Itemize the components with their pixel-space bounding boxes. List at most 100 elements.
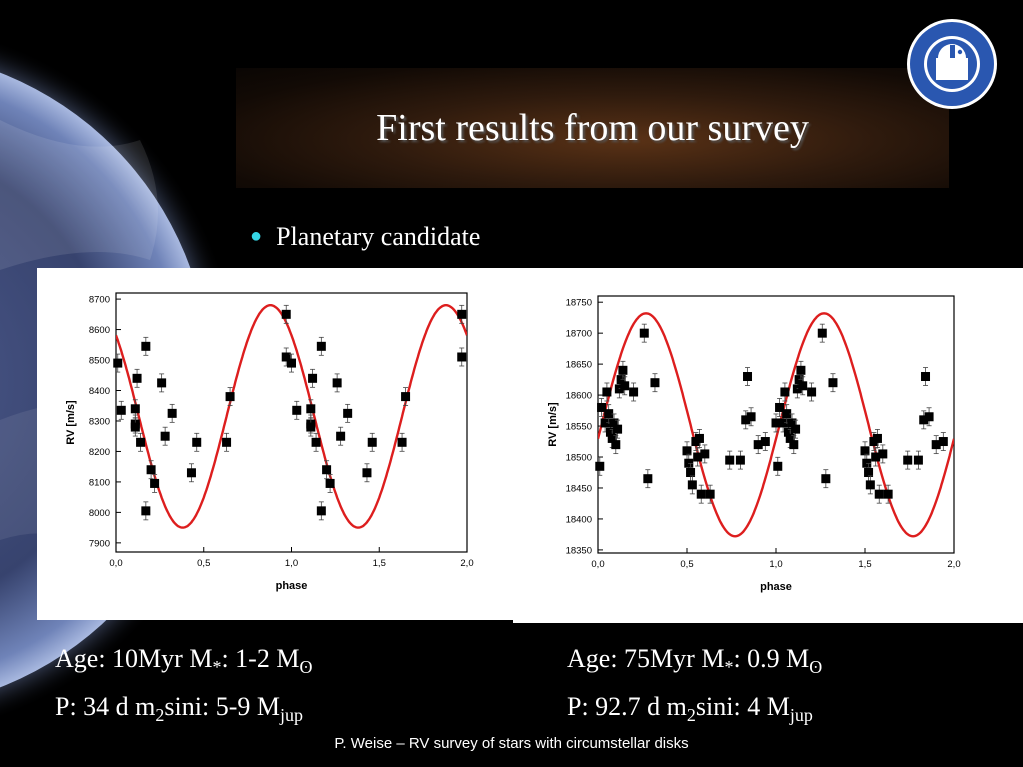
data-point [871, 452, 881, 462]
data-point [629, 387, 639, 397]
data-point [130, 404, 140, 414]
y-tick-label: 18650 [566, 360, 592, 371]
y-tick-label: 18350 [566, 545, 592, 556]
data-point [157, 378, 167, 388]
data-point [281, 309, 291, 319]
data-point [775, 402, 785, 412]
y-tick-label: 18750 [566, 298, 592, 309]
data-point [639, 328, 649, 338]
y-tick-label: 8700 [89, 295, 110, 306]
data-point [705, 489, 715, 499]
data-point [864, 467, 874, 477]
left-info-line1: Age: 10Myr M*: 1-2 Mʘ [55, 644, 312, 678]
y-tick-label: 8100 [89, 477, 110, 488]
data-point [150, 478, 160, 488]
data-point [618, 365, 628, 375]
data-point [746, 412, 756, 422]
data-point [693, 452, 703, 462]
data-point [362, 468, 372, 478]
data-point [605, 427, 615, 437]
data-point [753, 440, 763, 450]
data-point [281, 352, 291, 362]
data-point [817, 328, 827, 338]
data-point [311, 437, 321, 447]
x-tick-label: 1,5 [858, 559, 871, 570]
data-point [919, 415, 929, 425]
y-tick-label: 18550 [566, 422, 592, 433]
data-point [306, 404, 316, 414]
right-age-mass-label: Age: 75Myr M [567, 644, 725, 673]
data-point [807, 387, 817, 397]
y-tick-label: 8500 [89, 356, 110, 367]
data-point [725, 455, 735, 465]
data-point [130, 422, 140, 432]
data-point [167, 408, 177, 418]
data-point [401, 392, 411, 402]
data-point [778, 418, 788, 428]
data-point [160, 431, 170, 441]
data-point [306, 422, 316, 432]
y-tick-label: 8400 [89, 386, 110, 397]
right-star-subscript: * [724, 657, 734, 678]
model-curve [598, 312, 954, 538]
data-point [292, 405, 302, 415]
institute-logo-icon [907, 19, 997, 109]
data-point [287, 358, 296, 368]
y-tick-label: 18500 [566, 453, 592, 464]
data-point [343, 408, 353, 418]
right-m2-subscript: 2 [686, 705, 696, 726]
data-point [921, 372, 931, 382]
data-point [650, 378, 660, 388]
bullet-dot-icon: ● [250, 225, 263, 247]
data-point [913, 455, 923, 465]
data-point [141, 506, 151, 516]
data-point [397, 437, 407, 447]
right-period-label: P: 92.7 d m [567, 692, 687, 721]
left-mass-value: : 1-2 M [221, 644, 300, 673]
y-axis-label: RV [m/s] [547, 402, 559, 447]
data-point [700, 449, 710, 459]
data-point [611, 440, 621, 450]
y-tick-label: 18700 [566, 329, 592, 340]
data-point [785, 433, 795, 443]
data-point [860, 446, 870, 456]
right-msini-value: sini: 4 M [695, 692, 790, 721]
slide-footer: P. Weise – RV survey of stars with circu… [334, 735, 689, 752]
rv-chart-right: 18350 18400 18450 18500 18550 18600 18650 18700… [513, 268, 1023, 623]
data-point [903, 455, 913, 465]
data-point [457, 309, 467, 319]
bullet-item: ● Planetary candidate [250, 222, 480, 252]
y-tick-label: 8000 [89, 508, 110, 519]
y-tick-label: 8600 [89, 325, 110, 336]
right-mass-value: : 0.9 M [733, 644, 810, 673]
data-point [336, 431, 346, 441]
data-point [694, 433, 704, 443]
data-point [771, 418, 781, 428]
data-point [186, 468, 196, 478]
data-point [457, 352, 467, 362]
data-point [132, 373, 142, 383]
data-point [760, 437, 770, 447]
left-period-label: P: 34 d m [55, 692, 156, 721]
data-point [682, 446, 692, 456]
x-axis-label: phase [276, 580, 308, 592]
x-tick-label: 0,5 [680, 559, 693, 570]
data-point [938, 437, 948, 447]
data-point [796, 365, 806, 375]
data-point [782, 409, 792, 419]
data-point [741, 415, 751, 425]
y-tick-label: 7900 [89, 538, 110, 549]
left-star-subscript: * [212, 657, 222, 678]
rv-chart-left: 7900 8000 8100 8200 8300 8400 8500 8600 8700 0,0 0… [37, 268, 513, 620]
right-jup-subscript: jup [789, 705, 813, 726]
left-age-mass-label: Age: 10Myr M [55, 644, 213, 673]
data-point [686, 467, 696, 477]
x-tick-label: 2,0 [460, 558, 473, 569]
y-tick-label: 18450 [566, 483, 592, 494]
data-point [316, 341, 326, 351]
slide-title: First results from our survey [376, 107, 809, 149]
x-tick-label: 0,5 [197, 558, 210, 569]
data-point [192, 437, 202, 447]
data-point [924, 412, 934, 422]
data-point [865, 480, 875, 490]
